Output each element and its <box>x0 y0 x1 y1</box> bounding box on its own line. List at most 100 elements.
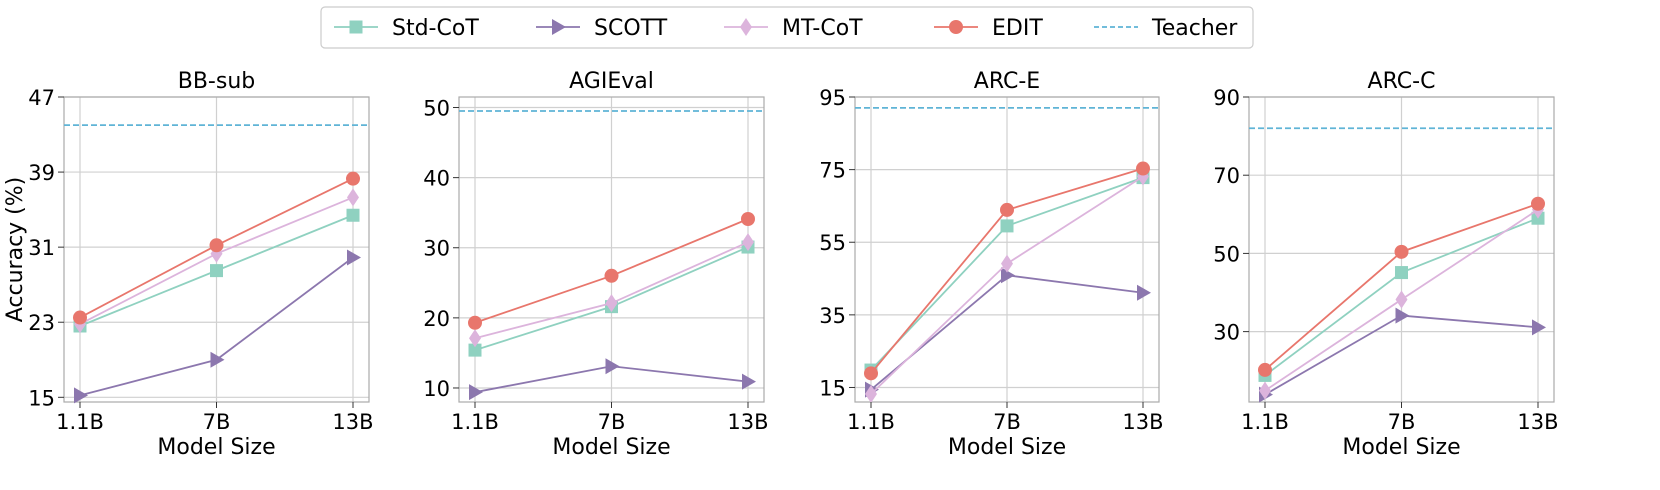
panel-title: BB-sub <box>178 69 256 94</box>
point-edit-7b <box>604 268 619 283</box>
point-edit-13b <box>1531 196 1545 211</box>
legend-marker-edit <box>949 20 963 34</box>
point-scott-13b <box>742 373 756 390</box>
legend-label-mt-cot: MT-CoT <box>782 16 863 41</box>
point-std-cot-13b <box>346 208 360 222</box>
point-mt-cot-13b <box>347 188 359 207</box>
point-scott-7b <box>605 358 620 375</box>
y-tick-label: 50 <box>1213 242 1240 266</box>
point-scott-1-1b <box>74 387 88 404</box>
point-scott-13b <box>1532 319 1546 336</box>
x-axis-label: Model Size <box>1342 435 1460 460</box>
legend-label-scott: SCOTT <box>594 16 668 41</box>
legend-entry-scott: SCOTT <box>536 16 668 41</box>
x-tick-label-7b: 7B <box>203 410 231 434</box>
legend-marker-scott <box>552 19 566 35</box>
x-axis-label: Model Size <box>157 435 275 460</box>
y-tick-label: 35 <box>819 304 846 328</box>
point-edit-1-1b <box>468 315 482 330</box>
point-std-cot-7b <box>1395 266 1408 280</box>
point-edit-1-1b <box>864 366 878 381</box>
x-tick-label-7b: 7B <box>598 410 626 434</box>
panel-arc-c: 30 50 70 90 1.1B 7B 13B ARC-C Model Size <box>1213 69 1558 460</box>
series-edit <box>864 161 1150 381</box>
point-scott-7b <box>1001 267 1015 284</box>
x-tick-label-7b: 7B <box>1388 410 1416 434</box>
legend-frame <box>320 6 1254 49</box>
series-mt-cot <box>469 233 754 348</box>
y-tick-label: 10 <box>423 377 450 401</box>
y-tick-label: 15 <box>28 386 55 410</box>
grid <box>459 97 764 402</box>
chart-panels: 15 23 31 39 47 1.1B 7B 13B BB-sub Model Size Accur… <box>3 69 1559 460</box>
point-edit-13b <box>1136 161 1150 176</box>
x-axis-label: Model Size <box>948 435 1066 460</box>
series-scott <box>1259 307 1546 403</box>
panel-title: ARC-C <box>1368 69 1436 94</box>
series-scott <box>865 267 1151 398</box>
point-std-cot-7b <box>210 264 223 278</box>
y-tick-label: 47 <box>28 86 55 110</box>
y-tick-label: 23 <box>28 311 55 335</box>
y-tick-label: 31 <box>28 236 55 260</box>
x-tick-label-13b: 13B <box>1122 410 1163 434</box>
point-mt-cot-13b <box>742 233 754 252</box>
y-tick-label: 20 <box>423 307 450 331</box>
point-std-cot-7b <box>1000 219 1014 233</box>
legend-label-teacher: Teacher <box>1151 16 1238 41</box>
legend-label-edit: EDIT <box>992 16 1043 41</box>
point-edit-7b <box>1000 202 1014 217</box>
x-tick-label-1-1b: 1.1B <box>451 410 499 434</box>
legend-marker-mt-cot <box>740 18 752 36</box>
legend-entry-mt-cot: MT-CoT <box>724 16 863 41</box>
legend-entry-std-cot: Std-CoT <box>334 16 479 41</box>
x-axis-label: Model Size <box>552 435 670 460</box>
legend-marker-std-cot <box>349 20 363 34</box>
legend-entry-teacher: Teacher <box>1094 16 1238 41</box>
series-edit <box>73 171 360 325</box>
point-scott-13b <box>1137 284 1151 301</box>
point-scott-7b <box>1395 307 1410 324</box>
series-edit <box>1258 196 1545 377</box>
y-tick-label: 55 <box>819 231 846 255</box>
legend-entry-edit: EDIT <box>934 16 1043 41</box>
panel-bb-sub: 15 23 31 39 47 1.1B 7B 13B BB-sub Model Size Accur… <box>3 69 374 460</box>
y-tick-label: 75 <box>819 159 846 183</box>
point-mt-cot-7b <box>1001 254 1013 273</box>
point-edit-7b <box>209 238 224 253</box>
point-mt-cot-7b <box>1395 290 1408 309</box>
y-tick-label: 70 <box>1213 164 1240 188</box>
series-edit <box>468 212 755 330</box>
point-edit-7b <box>1394 244 1409 259</box>
x-tick-label-13b: 13B <box>727 410 768 434</box>
point-edit-13b <box>346 171 360 186</box>
point-mt-cot-1-1b <box>1259 381 1271 400</box>
panel-arc-e: 15 35 55 75 95 1.1B 7B 13B ARC-E Model Size <box>819 69 1163 460</box>
point-edit-13b <box>741 212 755 226</box>
y-tick-label: 30 <box>423 237 450 261</box>
series-scott <box>469 358 756 401</box>
panel-agieval: 10 20 30 40 50 1.1B 7B 13B AGIEval Model Size <box>423 69 768 460</box>
panel-title: ARC-E <box>974 69 1040 94</box>
point-scott-13b <box>347 249 361 266</box>
x-tick-label-1-1b: 1.1B <box>847 410 895 434</box>
y-tick-label: 90 <box>1213 86 1240 110</box>
panel-title: AGIEval <box>569 69 654 94</box>
point-std-cot-1-1b <box>468 343 482 357</box>
x-tick-label-1-1b: 1.1B <box>56 410 104 434</box>
series-scott <box>74 249 361 404</box>
point-mt-cot-1-1b <box>865 385 877 404</box>
x-tick-label-13b: 13B <box>332 410 373 434</box>
legend: Std-CoT SCOTT MT-CoT EDIT Teacher <box>320 6 1254 49</box>
point-mt-cot-7b <box>605 294 618 313</box>
grid <box>855 96 1159 402</box>
legend-label-std-cot: Std-CoT <box>392 16 479 41</box>
y-tick-label: 30 <box>1213 321 1240 345</box>
y-tick-label: 40 <box>423 167 450 191</box>
x-tick-label-7b: 7B <box>993 410 1021 434</box>
y-tick-label: 39 <box>28 161 55 185</box>
x-tick-label-1-1b: 1.1B <box>1241 410 1289 434</box>
point-mt-cot-1-1b <box>469 329 481 348</box>
x-tick-label-13b: 13B <box>1517 410 1558 434</box>
point-scott-1-1b <box>469 384 483 401</box>
